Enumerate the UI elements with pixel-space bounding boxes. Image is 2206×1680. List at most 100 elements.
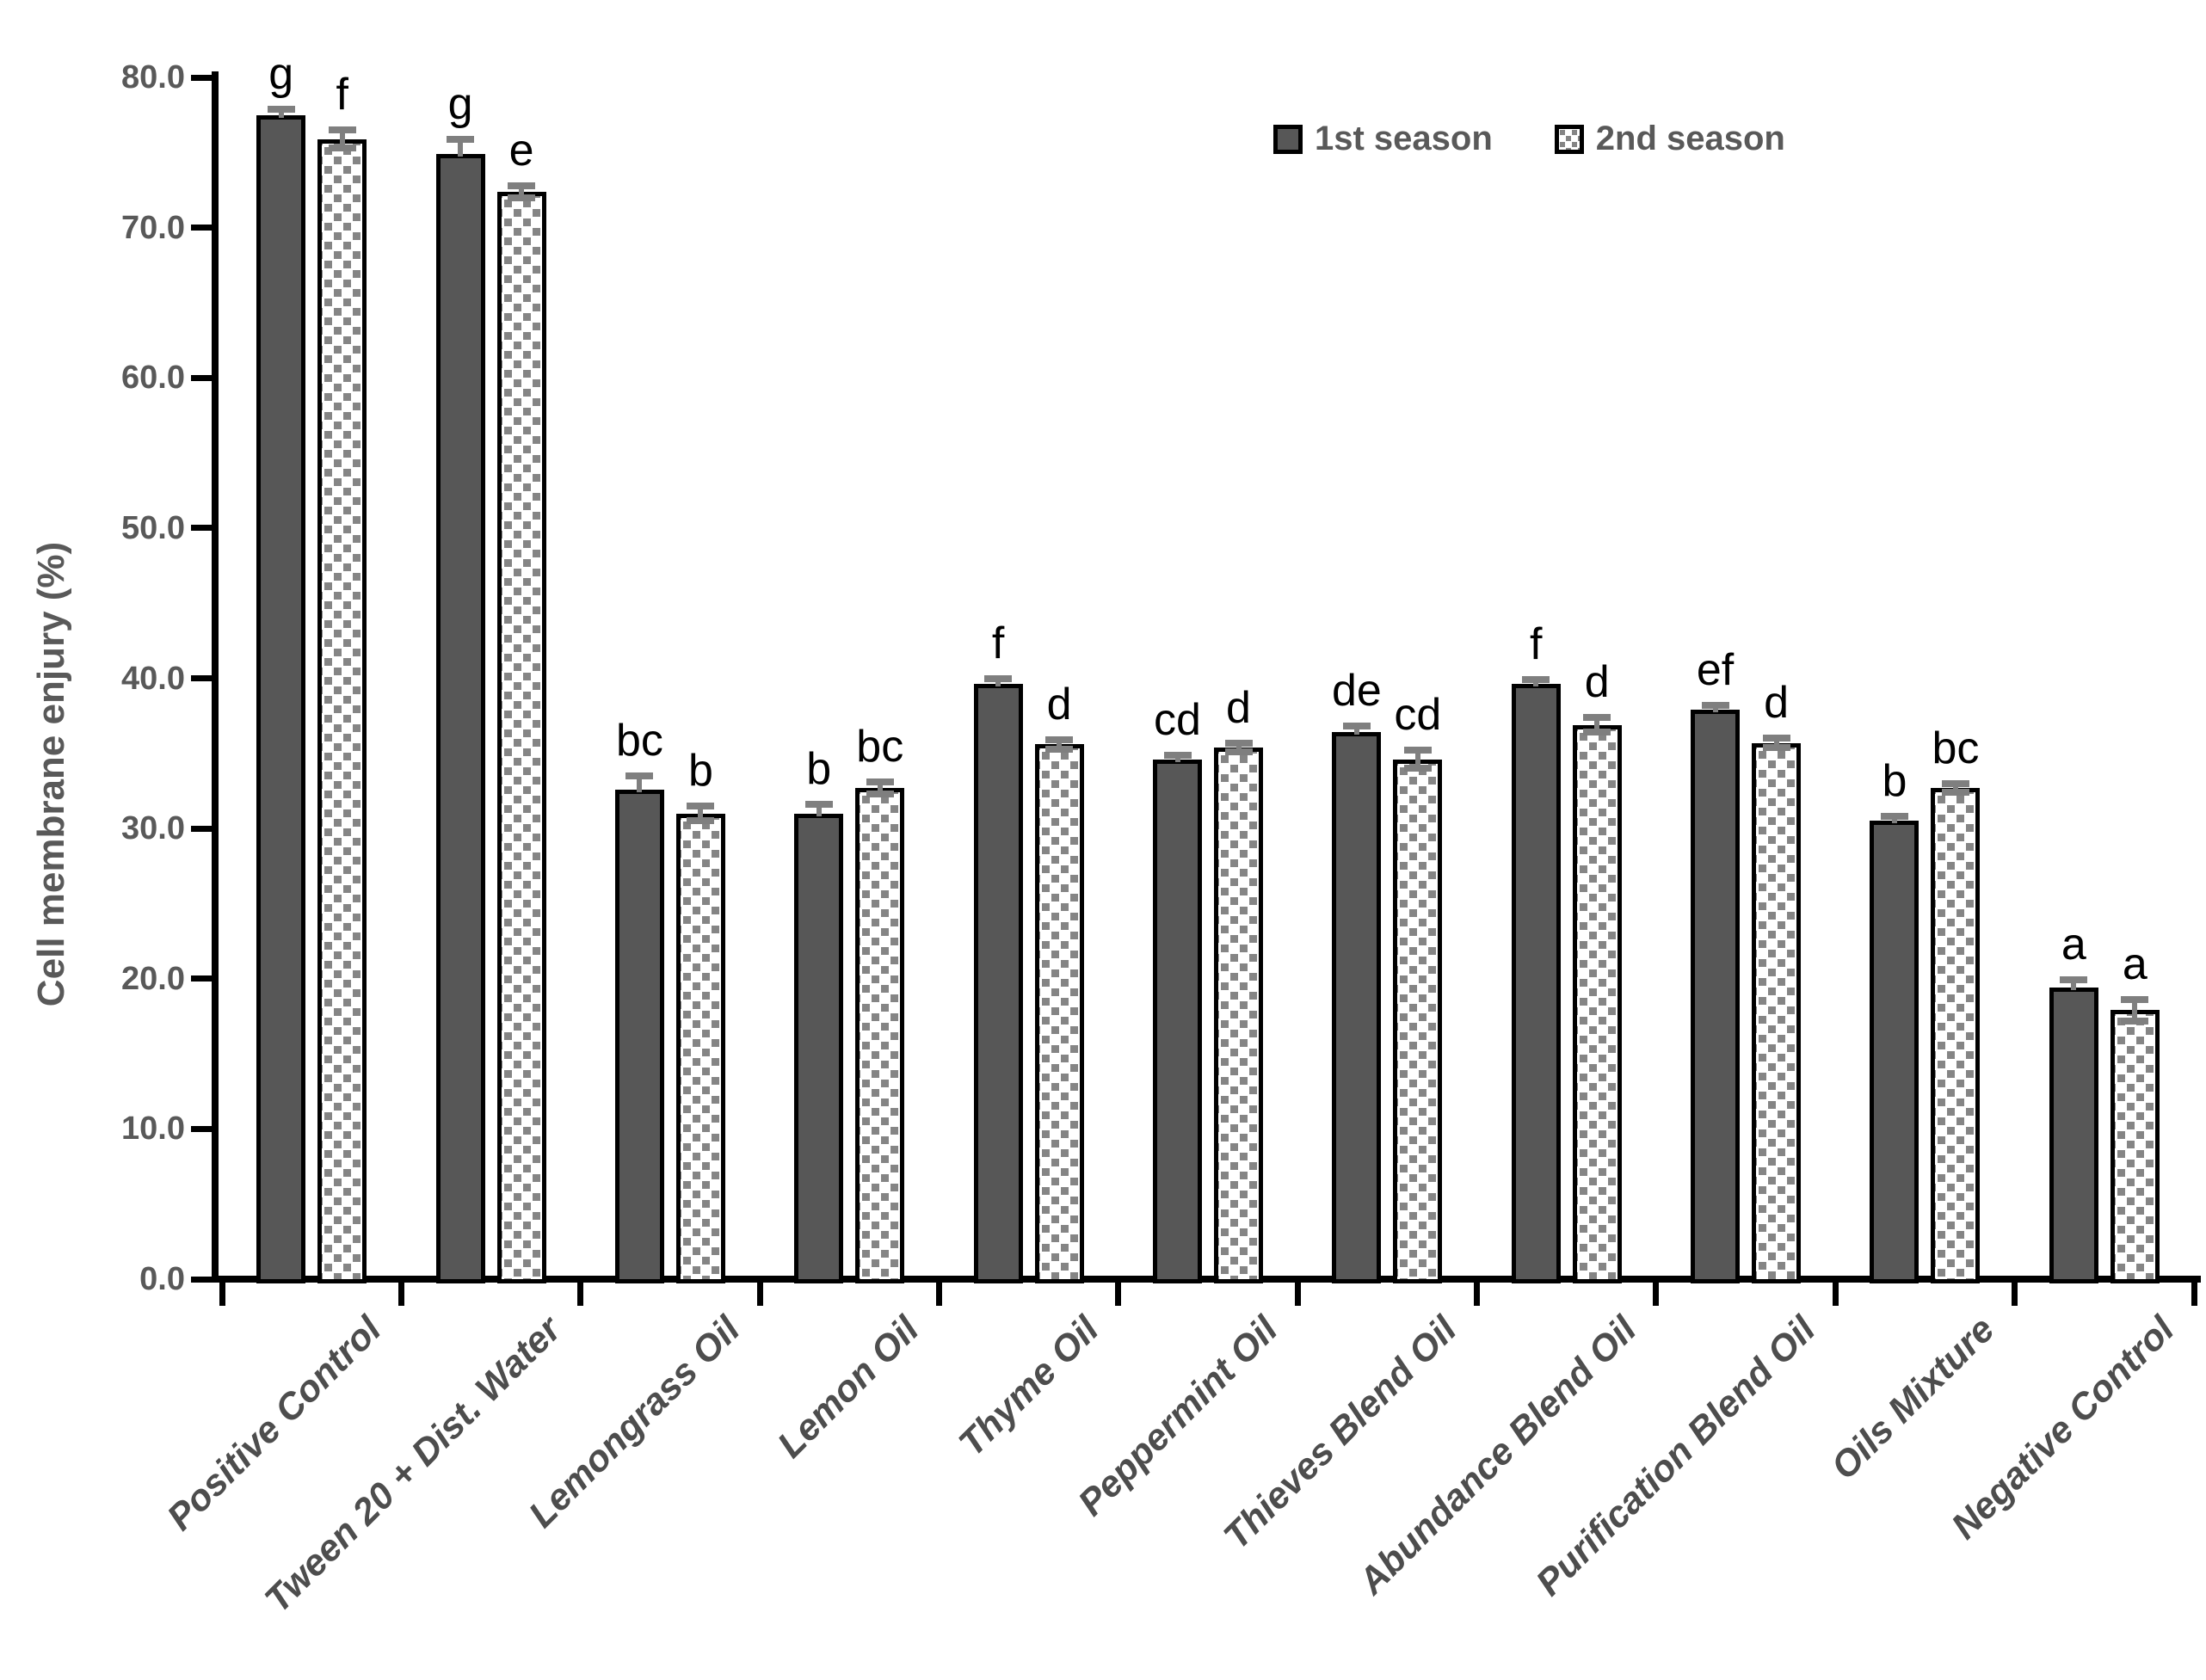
error-bar-cap xyxy=(328,126,356,134)
significance-letter: d xyxy=(1764,678,1790,729)
x-axis-tick xyxy=(1294,1283,1301,1306)
bar-1st-season xyxy=(794,813,844,1283)
significance-letter: ef xyxy=(1696,644,1735,695)
bar-1st-season xyxy=(1511,684,1561,1283)
error-bar-cap xyxy=(1403,765,1432,772)
significance-letter: a xyxy=(2122,939,2147,990)
legend-marker-dotted-icon xyxy=(1554,124,1584,154)
x-category-label: Peppermint Oil xyxy=(1070,1308,1286,1524)
y-tick-label: 40.0 xyxy=(121,660,185,697)
error-bar-cap xyxy=(1224,739,1253,747)
error-bar-cap xyxy=(1762,735,1790,742)
y-axis-tick xyxy=(191,1125,213,1132)
bar-1st-season xyxy=(1870,821,1919,1283)
legend-label-2nd-season: 2nd season xyxy=(1595,120,1785,157)
y-axis-tick xyxy=(191,225,213,231)
error-bar-cap xyxy=(1941,779,1969,787)
legend-marker-solid-icon xyxy=(1273,124,1303,154)
error-bar xyxy=(877,781,883,794)
significance-letter: cd xyxy=(1154,694,1201,745)
error-bar xyxy=(2071,980,2077,991)
x-category-label: Abundance Blend Oil xyxy=(1350,1308,1645,1603)
y-tick-label: 20.0 xyxy=(121,960,185,997)
x-axis-tick xyxy=(577,1283,584,1306)
significance-letter: bc xyxy=(856,721,904,772)
bar-2nd-season xyxy=(1393,759,1443,1283)
error-bar-cap xyxy=(1522,676,1550,684)
error-bar xyxy=(519,185,525,198)
error-bar-cap xyxy=(1342,723,1371,730)
x-category-label: Lemongrass Oil xyxy=(521,1308,749,1536)
error-bar xyxy=(1773,738,1779,748)
bar-2nd-season xyxy=(1034,744,1084,1283)
error-bar xyxy=(1353,726,1359,735)
error-bar-cap xyxy=(687,817,715,825)
x-axis-tick xyxy=(935,1283,942,1306)
x-axis-tick xyxy=(2191,1283,2197,1306)
significance-letter: bc xyxy=(1932,723,1980,773)
legend-label-1st-season: 1st season xyxy=(1315,120,1493,157)
x-axis-tick xyxy=(219,1283,225,1306)
bar-1st-season xyxy=(1332,732,1382,1283)
x-axis-tick xyxy=(1115,1283,1122,1306)
y-axis-tick xyxy=(191,1276,213,1283)
error-bar xyxy=(816,804,822,816)
x-category-label: Lemon Oil xyxy=(770,1308,927,1467)
significance-letter: g xyxy=(268,48,294,99)
y-axis-title: Cell membrane enjury (%) xyxy=(30,541,72,1007)
error-bar xyxy=(1891,816,1897,824)
error-bar xyxy=(1952,783,1958,793)
x-category-label: Thieves Blend Oil xyxy=(1216,1308,1465,1558)
y-axis-tick xyxy=(191,525,213,532)
bar-2nd-season xyxy=(675,813,725,1283)
significance-letter: f xyxy=(336,70,348,120)
error-bar-cap xyxy=(625,772,654,779)
error-bar-cap xyxy=(1701,701,1729,709)
significance-letter: b xyxy=(806,744,832,795)
bar-2nd-season xyxy=(317,138,367,1283)
x-axis-tick xyxy=(2012,1283,2018,1306)
error-bar-cap xyxy=(1045,736,1074,744)
bar-2nd-season xyxy=(496,191,546,1283)
x-axis-tick xyxy=(1832,1283,1839,1306)
error-bar xyxy=(1712,705,1718,713)
significance-letter: e xyxy=(508,125,534,175)
y-axis-line xyxy=(212,71,219,1283)
error-bar-cap xyxy=(1403,747,1432,754)
error-bar xyxy=(2132,1000,2138,1021)
error-bar-cap xyxy=(1045,745,1074,753)
significance-letter: d xyxy=(1226,682,1251,733)
bar-2nd-season xyxy=(1572,724,1622,1283)
error-bar-cap xyxy=(1583,713,1611,721)
legend-item-1st-season: 1st season xyxy=(1273,120,1493,158)
significance-letter: b xyxy=(1882,756,1907,807)
error-bar-cap xyxy=(508,194,536,201)
error-bar xyxy=(1533,680,1539,687)
bar-1st-season xyxy=(1153,759,1202,1283)
error-bar-cap xyxy=(1163,751,1192,759)
x-category-label: Thyme Oil xyxy=(951,1308,1106,1465)
error-bar-cap xyxy=(1583,729,1611,736)
error-bar xyxy=(278,108,284,118)
bar-1st-season xyxy=(1691,710,1741,1283)
error-bar-cap xyxy=(2121,996,2149,1004)
y-tick-label: 70.0 xyxy=(121,209,185,246)
error-bar xyxy=(698,805,704,822)
significance-letter: bc xyxy=(615,716,663,766)
bar-2nd-season xyxy=(2110,1010,2160,1283)
significance-letter: a xyxy=(2061,920,2086,970)
legend-item-2nd-season: 2nd season xyxy=(1554,120,1785,158)
error-bar-cap xyxy=(267,105,295,113)
x-axis-line xyxy=(212,1276,2201,1283)
error-bar-cap xyxy=(508,182,536,189)
y-tick-label: 10.0 xyxy=(121,1111,185,1148)
error-bar-cap xyxy=(1941,789,1969,797)
significance-letter: d xyxy=(1046,680,1072,730)
bar-2nd-season xyxy=(1752,742,1802,1283)
bar-1st-season xyxy=(2049,988,2098,1283)
significance-letter: b xyxy=(687,745,713,796)
y-axis-tick xyxy=(191,825,213,832)
error-bar-cap xyxy=(2121,1017,2149,1025)
error-bar xyxy=(995,678,1001,687)
